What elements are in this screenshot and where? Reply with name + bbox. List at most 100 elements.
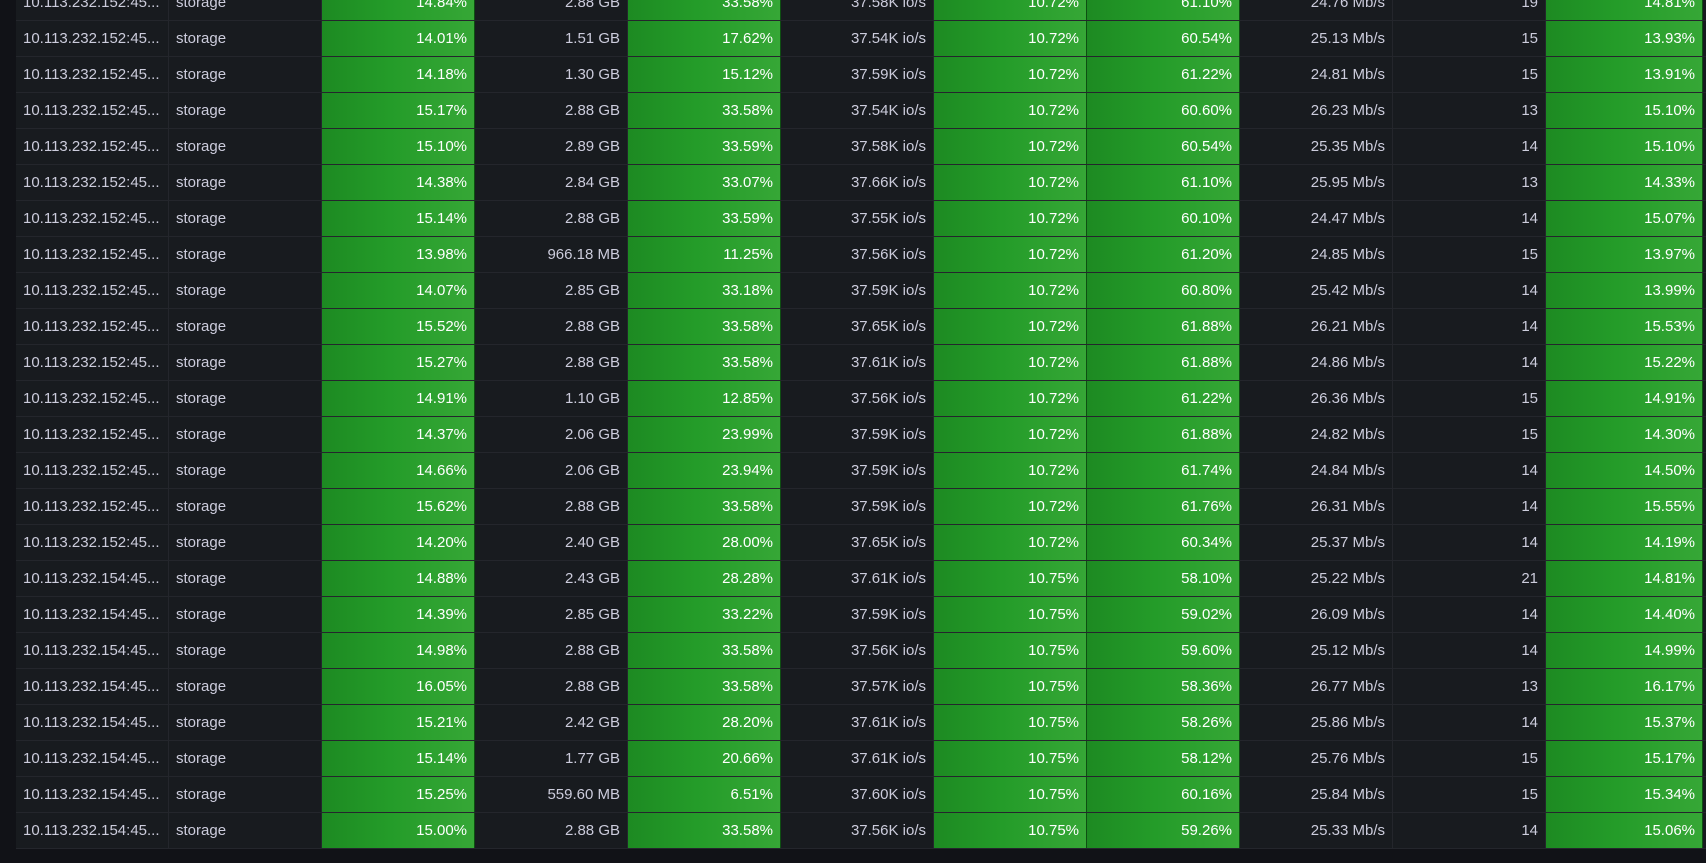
host-cell: 10.113.232.152:45... bbox=[16, 417, 169, 452]
disk-usage-cell: 10.72% bbox=[934, 345, 1087, 380]
table-row[interactable]: 10.113.232.152:45... storage 14.37% 2.06 GB… bbox=[16, 417, 1706, 453]
disk-iops-cell: 37.65K io/s bbox=[781, 309, 934, 344]
memory-usage-cell: 33.58% bbox=[628, 345, 781, 380]
percent-last-cell: 14.33% bbox=[1546, 165, 1703, 200]
host-cell: 10.113.232.152:45... bbox=[16, 129, 169, 164]
table-row[interactable]: 10.113.232.152:45... storage 14.91% 1.10 GB… bbox=[16, 381, 1706, 417]
host-cell: 10.113.232.152:45... bbox=[16, 489, 169, 524]
percent-cell: 59.26% bbox=[1087, 813, 1240, 848]
type-cell: storage bbox=[169, 129, 322, 164]
disk-iops-cell: 37.56K io/s bbox=[781, 813, 934, 848]
table-row[interactable]: 10.113.232.152:45... storage 15.52% 2.88 GB… bbox=[16, 309, 1706, 345]
memory-used-cell: 2.85 GB bbox=[475, 273, 628, 308]
percent-last-cell: 14.99% bbox=[1546, 633, 1703, 668]
disk-usage-cell: 10.72% bbox=[934, 0, 1087, 20]
table-row[interactable]: 10.113.232.152:45... storage 15.27% 2.88 GB… bbox=[16, 345, 1706, 381]
cpu-usage-cell: 15.17% bbox=[322, 93, 475, 128]
table-row[interactable]: 10.113.232.154:45... storage 14.98% 2.88 GB… bbox=[16, 633, 1706, 669]
table-row[interactable]: 10.113.232.152:45... storage 14.20% 2.40 GB… bbox=[16, 525, 1706, 561]
cpu-usage-cell: 14.84% bbox=[322, 0, 475, 20]
disk-iops-cell: 37.54K io/s bbox=[781, 93, 934, 128]
network-throughput-cell: 25.42 Mb/s bbox=[1240, 273, 1393, 308]
type-cell: storage bbox=[169, 633, 322, 668]
percent-cell: 61.22% bbox=[1087, 381, 1240, 416]
table-row[interactable]: 10.113.232.152:45... storage 14.07% 2.85 GB… bbox=[16, 273, 1706, 309]
table-row[interactable]: 10.113.232.152:45... storage 15.17% 2.88 GB… bbox=[16, 93, 1706, 129]
disk-iops-cell: 37.58K io/s bbox=[781, 129, 934, 164]
cpu-usage-cell: 14.39% bbox=[322, 597, 475, 632]
table-row[interactable]: 10.113.232.154:45... storage 15.25% 559.60 … bbox=[16, 777, 1706, 813]
host-cell: 10.113.232.152:45... bbox=[16, 93, 169, 128]
host-cell: 10.113.232.152:45... bbox=[16, 345, 169, 380]
table-row[interactable]: 10.113.232.152:45... storage 14.84% 2.88 GB… bbox=[16, 0, 1706, 21]
disk-usage-cell: 10.75% bbox=[934, 597, 1087, 632]
table-row[interactable]: 10.113.232.152:45... storage 13.98% 966.18 … bbox=[16, 237, 1706, 273]
memory-usage-cell: 28.00% bbox=[628, 525, 781, 560]
cpu-usage-cell: 15.14% bbox=[322, 201, 475, 236]
count-cell: 14 bbox=[1393, 489, 1546, 524]
type-cell: storage bbox=[169, 381, 322, 416]
table-row[interactable]: 10.113.232.152:45... storage 15.14% 2.88 GB… bbox=[16, 201, 1706, 237]
memory-usage-cell: 23.94% bbox=[628, 453, 781, 488]
disk-iops-cell: 37.56K io/s bbox=[781, 237, 934, 272]
network-throughput-cell: 25.84 Mb/s bbox=[1240, 777, 1393, 812]
memory-used-cell: 2.88 GB bbox=[475, 669, 628, 704]
count-cell: 14 bbox=[1393, 525, 1546, 560]
disk-iops-cell: 37.65K io/s bbox=[781, 525, 934, 560]
disk-iops-cell: 37.56K io/s bbox=[781, 381, 934, 416]
table-row[interactable]: 10.113.232.152:45... storage 15.62% 2.88 GB… bbox=[16, 489, 1706, 525]
network-throughput-cell: 26.77 Mb/s bbox=[1240, 669, 1393, 704]
table-row[interactable]: 10.113.232.152:45... storage 14.38% 2.84 GB… bbox=[16, 165, 1706, 201]
network-throughput-cell: 25.33 Mb/s bbox=[1240, 813, 1393, 848]
memory-usage-cell: 11.25% bbox=[628, 237, 781, 272]
host-cell: 10.113.232.152:45... bbox=[16, 21, 169, 56]
network-throughput-cell: 24.81 Mb/s bbox=[1240, 57, 1393, 92]
table-row[interactable]: 10.113.232.154:45... storage 15.00% 2.88 GB… bbox=[16, 813, 1706, 849]
count-cell: 14 bbox=[1393, 345, 1546, 380]
count-cell: 15 bbox=[1393, 237, 1546, 272]
host-cell: 10.113.232.154:45... bbox=[16, 813, 169, 848]
table-row[interactable]: 10.113.232.154:45... storage 15.21% 2.42 GB… bbox=[16, 705, 1706, 741]
table-row[interactable]: 10.113.232.152:45... storage 14.66% 2.06 GB… bbox=[16, 453, 1706, 489]
memory-used-cell: 2.88 GB bbox=[475, 633, 628, 668]
percent-cell: 59.02% bbox=[1087, 597, 1240, 632]
memory-used-cell: 2.85 GB bbox=[475, 597, 628, 632]
memory-used-cell: 966.18 MB bbox=[475, 237, 628, 272]
percent-cell: 60.10% bbox=[1087, 201, 1240, 236]
percent-cell: 60.54% bbox=[1087, 129, 1240, 164]
memory-usage-cell: 28.20% bbox=[628, 705, 781, 740]
disk-usage-cell: 10.72% bbox=[934, 417, 1087, 452]
memory-usage-cell: 28.28% bbox=[628, 561, 781, 596]
cpu-usage-cell: 15.25% bbox=[322, 777, 475, 812]
type-cell: storage bbox=[169, 561, 322, 596]
disk-iops-cell: 37.61K io/s bbox=[781, 741, 934, 776]
table-row[interactable]: 10.113.232.152:45... storage 15.10% 2.89 GB… bbox=[16, 129, 1706, 165]
cpu-usage-cell: 14.38% bbox=[322, 165, 475, 200]
network-throughput-cell: 26.23 Mb/s bbox=[1240, 93, 1393, 128]
table-row[interactable]: 10.113.232.154:45... storage 14.39% 2.85 GB… bbox=[16, 597, 1706, 633]
percent-last-cell: 15.53% bbox=[1546, 309, 1703, 344]
network-throughput-cell: 25.12 Mb/s bbox=[1240, 633, 1393, 668]
memory-used-cell: 2.40 GB bbox=[475, 525, 628, 560]
table-row[interactable]: 10.113.232.154:45... storage 16.05% 2.88 GB… bbox=[16, 669, 1706, 705]
table-row[interactable]: 10.113.232.152:45... storage 14.01% 1.51 GB… bbox=[16, 21, 1706, 57]
memory-used-cell: 2.88 GB bbox=[475, 489, 628, 524]
host-cell: 10.113.232.152:45... bbox=[16, 201, 169, 236]
network-throughput-cell: 25.76 Mb/s bbox=[1240, 741, 1393, 776]
disk-usage-cell: 10.72% bbox=[934, 201, 1087, 236]
type-cell: storage bbox=[169, 201, 322, 236]
type-cell: storage bbox=[169, 777, 322, 812]
count-cell: 15 bbox=[1393, 741, 1546, 776]
percent-cell: 60.54% bbox=[1087, 21, 1240, 56]
disk-iops-cell: 37.56K io/s bbox=[781, 633, 934, 668]
table-row[interactable]: 10.113.232.152:45... storage 14.18% 1.30 GB… bbox=[16, 57, 1706, 93]
table-row[interactable]: 10.113.232.154:45... storage 14.88% 2.43 GB… bbox=[16, 561, 1706, 597]
memory-usage-cell: 33.59% bbox=[628, 129, 781, 164]
count-cell: 15 bbox=[1393, 417, 1546, 452]
cpu-usage-cell: 14.88% bbox=[322, 561, 475, 596]
memory-used-cell: 2.88 GB bbox=[475, 345, 628, 380]
count-cell: 14 bbox=[1393, 813, 1546, 848]
table-row[interactable]: 10.113.232.154:45... storage 15.14% 1.77 GB… bbox=[16, 741, 1706, 777]
host-cell: 10.113.232.154:45... bbox=[16, 669, 169, 704]
disk-usage-cell: 10.72% bbox=[934, 165, 1087, 200]
